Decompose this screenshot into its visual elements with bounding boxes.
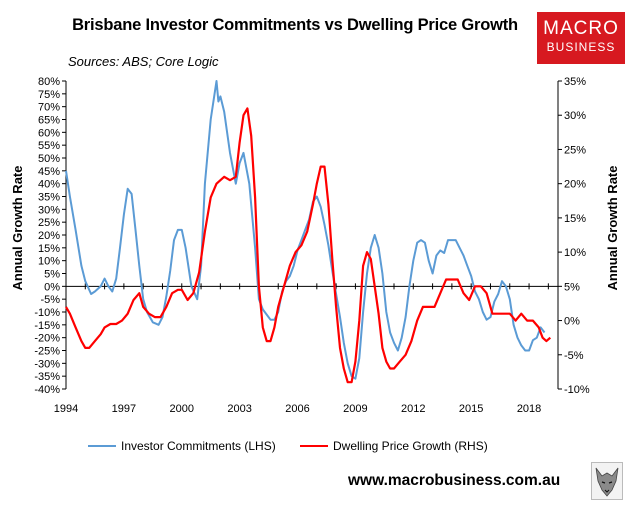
right-tick-label: 0%	[564, 316, 580, 328]
right-tick-label: 30%	[564, 110, 586, 122]
left-tick-label: 0%	[44, 281, 60, 293]
legend-label-investor: Investor Commitments (LHS)	[121, 439, 276, 453]
left-tick-label: 10%	[38, 256, 60, 268]
series-line-investor-commitments	[65, 80, 546, 380]
left-tick-label: 50%	[38, 153, 60, 165]
left-tick-label: 15%	[38, 243, 60, 255]
left-tick-label: 55%	[38, 140, 60, 152]
left-tick-label: -10%	[34, 307, 60, 319]
left-tick-label: 35%	[38, 192, 60, 204]
left-tick-label: 65%	[38, 115, 60, 127]
left-tick-label: -40%	[34, 384, 60, 396]
x-tick-label: 2018	[517, 403, 541, 415]
right-axis-title: Annual Growth Rate	[605, 166, 620, 291]
x-tick-label: 2000	[170, 403, 194, 415]
x-tick-label: 1997	[112, 403, 136, 415]
website-url: www.macrobusiness.com.au	[348, 472, 561, 489]
left-tick-label: -25%	[34, 346, 60, 358]
legend: Investor Commitments (LHS) Dwelling Pric…	[88, 439, 488, 453]
left-tick-label: -20%	[34, 333, 60, 345]
left-tick-label: -30%	[34, 358, 60, 370]
legend-label-price: Dwelling Price Growth (RHS)	[333, 439, 488, 453]
wolf-logo-icon	[591, 462, 623, 500]
x-tick-label: 2015	[459, 403, 483, 415]
series-line-dwelling-price-growth	[65, 107, 552, 384]
left-tick-label: 70%	[38, 102, 60, 114]
right-tick-label: -5%	[564, 350, 584, 362]
x-tick-label: 2006	[285, 403, 309, 415]
right-tick-label: 10%	[564, 247, 586, 259]
left-tick-label: 60%	[38, 127, 60, 139]
x-tick-label: 2009	[343, 403, 367, 415]
logo-line-1: MACRO	[543, 18, 619, 39]
sources-note: Sources: ABS; Core Logic	[68, 54, 219, 69]
left-axis-title: Annual Growth Rate	[10, 166, 25, 291]
right-tick-label: -10%	[564, 384, 590, 396]
logo-line-2: BUSINESS	[546, 40, 616, 54]
x-tick-label: 2003	[227, 403, 251, 415]
x-tick-label: 2012	[401, 403, 425, 415]
left-tick-label: 5%	[44, 269, 60, 281]
x-tick-label: 1994	[54, 403, 78, 415]
left-tick-label: -35%	[34, 371, 60, 383]
right-tick-label: 25%	[564, 144, 586, 156]
left-tick-label: 75%	[38, 89, 60, 101]
left-tick-label: -15%	[34, 320, 60, 332]
left-tick-label: 25%	[38, 217, 60, 229]
right-tick-label: 35%	[564, 76, 586, 88]
right-tick-label: 20%	[564, 179, 586, 191]
right-tick-label: 5%	[564, 281, 580, 293]
left-tick-label: 30%	[38, 204, 60, 216]
macrobusiness-logo: MACRO BUSINESS	[537, 12, 625, 64]
left-tick-label: 45%	[38, 166, 60, 178]
left-tick-label: 40%	[38, 179, 60, 191]
left-tick-label: -5%	[40, 294, 60, 306]
right-tick-label: 15%	[564, 213, 586, 225]
left-tick-label: 80%	[38, 76, 60, 88]
chart-title: Brisbane Investor Commitments vs Dwellin…	[72, 16, 518, 34]
left-tick-label: 20%	[38, 230, 60, 242]
